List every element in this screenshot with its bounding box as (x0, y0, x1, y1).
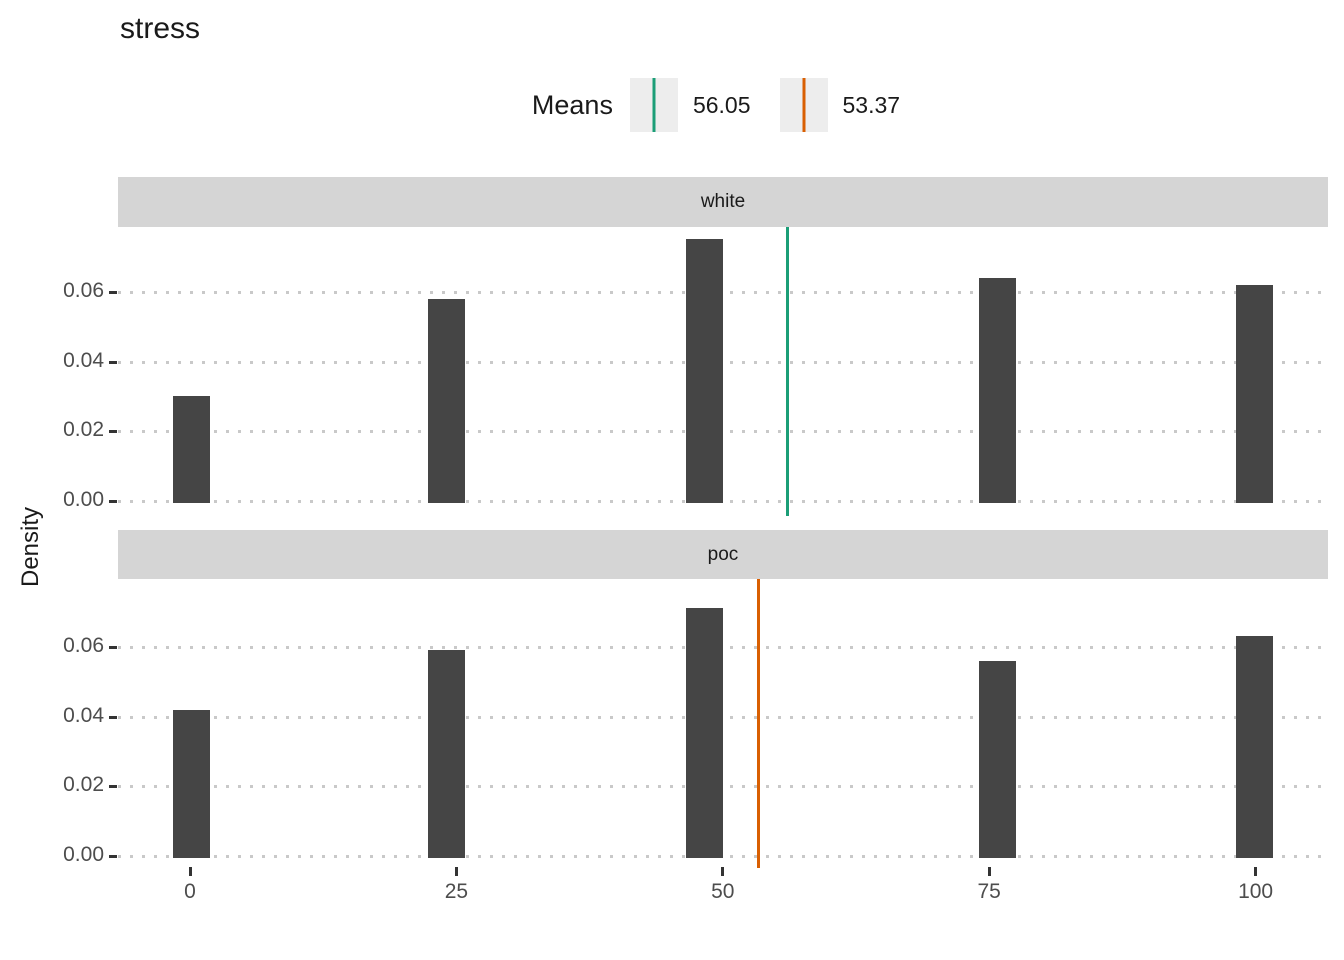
facet-strip-white: white (118, 177, 1328, 227)
y-tick-label: 0.04 (63, 348, 104, 372)
facet-strip-label: white (700, 191, 746, 212)
mean-line-swatch-green (652, 78, 656, 132)
histogram-bar (1236, 284, 1274, 503)
legend-key-white-mean (629, 78, 678, 132)
facet-strip-poc: poc (118, 530, 1328, 580)
x-tick-label: 25 (444, 880, 469, 903)
x-tick-mark (987, 867, 991, 876)
y-tick-label: 0.04 (63, 703, 104, 727)
x-tick-mark (721, 867, 725, 876)
legend: Means 56.05 53.37 (118, 78, 1328, 132)
x-tick-label: 100 (1238, 880, 1274, 903)
histogram-bar (1236, 636, 1274, 858)
y-tick-mark (109, 855, 117, 858)
y-tick-mark (109, 715, 117, 719)
histogram-bar (428, 650, 466, 858)
histogram-bar (979, 277, 1017, 503)
histogram-bar (979, 660, 1017, 858)
legend-title: Means (531, 89, 613, 120)
histogram-bar (428, 298, 466, 503)
legend-value-white-mean: 56.05 (692, 91, 751, 118)
mean-line-poc (757, 579, 761, 868)
x-tick-label: 75 (977, 880, 1001, 903)
y-tick-label: 0.00 (63, 488, 104, 511)
x-tick-label: 50 (711, 880, 735, 903)
facet-panel-white (118, 227, 1328, 516)
y-tick-mark (109, 645, 117, 649)
y-axis-title: Density (17, 506, 44, 588)
y-tick-mark (109, 290, 117, 294)
x-tick-mark (1254, 867, 1258, 876)
y-tick-label: 0.02 (63, 418, 104, 442)
x-tick-mark (454, 867, 458, 876)
chart-title: stress (120, 12, 201, 45)
mean-line-swatch-orange (802, 78, 806, 132)
x-tick-label: 0 (184, 880, 196, 903)
histogram-bar (172, 396, 210, 503)
y-tick-mark (109, 785, 117, 789)
histogram-bar (686, 608, 724, 858)
legend-key-poc-mean (779, 78, 828, 132)
facet-panel-poc (118, 579, 1328, 868)
y-tick-label: 0.06 (63, 633, 104, 657)
facet-strip-label: poc (707, 544, 739, 565)
y-tick-mark (109, 430, 117, 434)
y-tick-mark (109, 360, 117, 364)
y-tick-label: 0.02 (63, 773, 104, 797)
histogram-bar (686, 239, 724, 503)
y-tick-label: 0.00 (63, 843, 104, 866)
legend-value-poc-mean: 53.37 (842, 91, 901, 118)
histogram-bar (172, 709, 210, 858)
mean-line-white (785, 227, 789, 516)
y-tick-mark (109, 500, 117, 503)
y-tick-label: 0.06 (63, 278, 104, 302)
x-tick-mark (188, 867, 192, 876)
